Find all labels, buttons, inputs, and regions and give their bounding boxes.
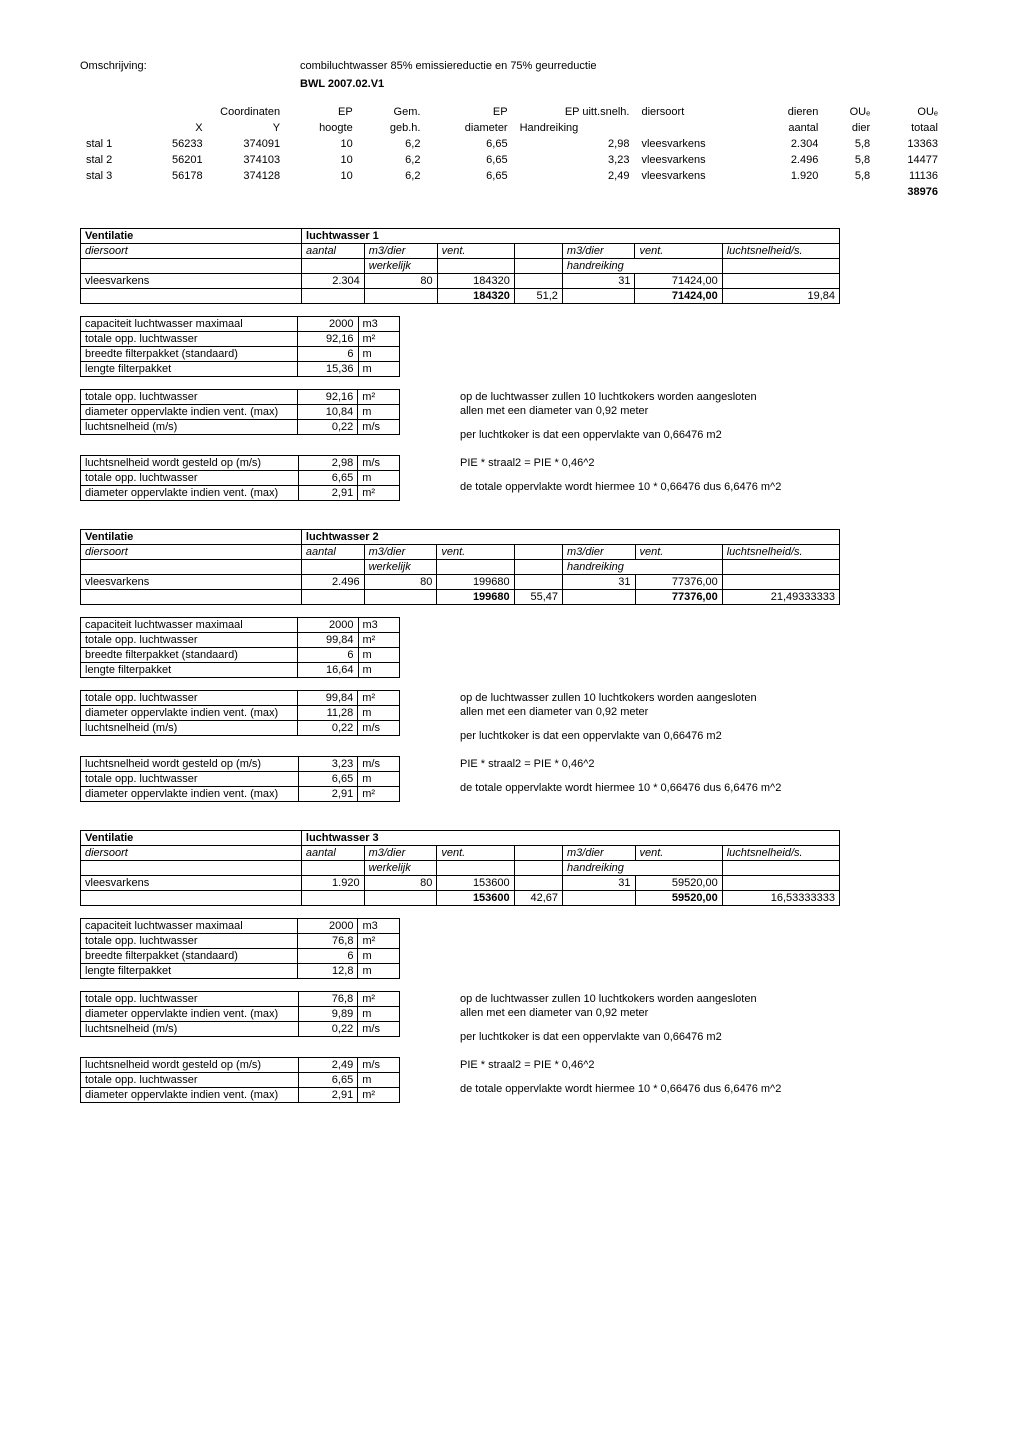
notes-block-1: op de luchtwasser zullen 10 luchtkokers … bbox=[460, 991, 757, 1045]
ventilatie-section: Ventilatieluchtwasser 2 diersoort aantal… bbox=[80, 529, 944, 802]
omschrijving-label: Omschrijving: bbox=[80, 60, 300, 72]
capacity-table: capaciteit luchtwasser maximaal2000m3 to… bbox=[80, 918, 400, 979]
opp-table-1: totale opp. luchtwasser92,16m² diameter … bbox=[80, 389, 400, 435]
omschrijving-value: combiluchtwasser 85% emissiereductie en … bbox=[300, 60, 944, 72]
ventilatie-section: Ventilatieluchtwasser 3 diersoort aantal… bbox=[80, 830, 944, 1103]
ventilatie-section: Ventilatieluchtwasser 1 diersoort aantal… bbox=[80, 228, 944, 501]
opp-table-1: totale opp. luchtwasser99,84m² diameter … bbox=[80, 690, 400, 736]
main-table-row: stal 356178374128106,26,652,49vleesvarke… bbox=[80, 168, 944, 184]
capacity-table: capaciteit luchtwasser maximaal2000m3 to… bbox=[80, 316, 400, 377]
capacity-table: capaciteit luchtwasser maximaal2000m3 to… bbox=[80, 617, 400, 678]
notes-block-2: PIE * straal2 = PIE * 0,46^2 de totale o… bbox=[460, 756, 781, 796]
bwl-code: BWL 2007.02.V1 bbox=[300, 78, 944, 90]
opp-table-2: luchtsnelheid wordt gesteld op (m/s)2,49… bbox=[80, 1057, 400, 1103]
main-coord-table: Coordinaten EP Gem. EP EP uitt.snelh. di… bbox=[80, 104, 944, 200]
ventilatie-table: Ventilatieluchtwasser 2 diersoort aantal… bbox=[80, 529, 840, 605]
notes-block-1: op de luchtwasser zullen 10 luchtkokers … bbox=[460, 690, 757, 744]
notes-block-2: PIE * straal2 = PIE * 0,46^2 de totale o… bbox=[460, 455, 781, 495]
main-table-row: stal 256201374103106,26,653,23vleesvarke… bbox=[80, 152, 944, 168]
opp-table-1: totale opp. luchtwasser76,8m² diameter o… bbox=[80, 991, 400, 1037]
opp-table-2: luchtsnelheid wordt gesteld op (m/s)2,98… bbox=[80, 455, 400, 501]
ventilatie-table: Ventilatieluchtwasser 3 diersoort aantal… bbox=[80, 830, 840, 906]
opp-table-2: luchtsnelheid wordt gesteld op (m/s)3,23… bbox=[80, 756, 400, 802]
notes-block-2: PIE * straal2 = PIE * 0,46^2 de totale o… bbox=[460, 1057, 781, 1097]
notes-block-1: op de luchtwasser zullen 10 luchtkokers … bbox=[460, 389, 757, 443]
ventilatie-table: Ventilatieluchtwasser 1 diersoort aantal… bbox=[80, 228, 840, 304]
main-table-row: stal 156233374091106,26,652,98vleesvarke… bbox=[80, 136, 944, 152]
total-cell: 38976 bbox=[876, 184, 944, 200]
